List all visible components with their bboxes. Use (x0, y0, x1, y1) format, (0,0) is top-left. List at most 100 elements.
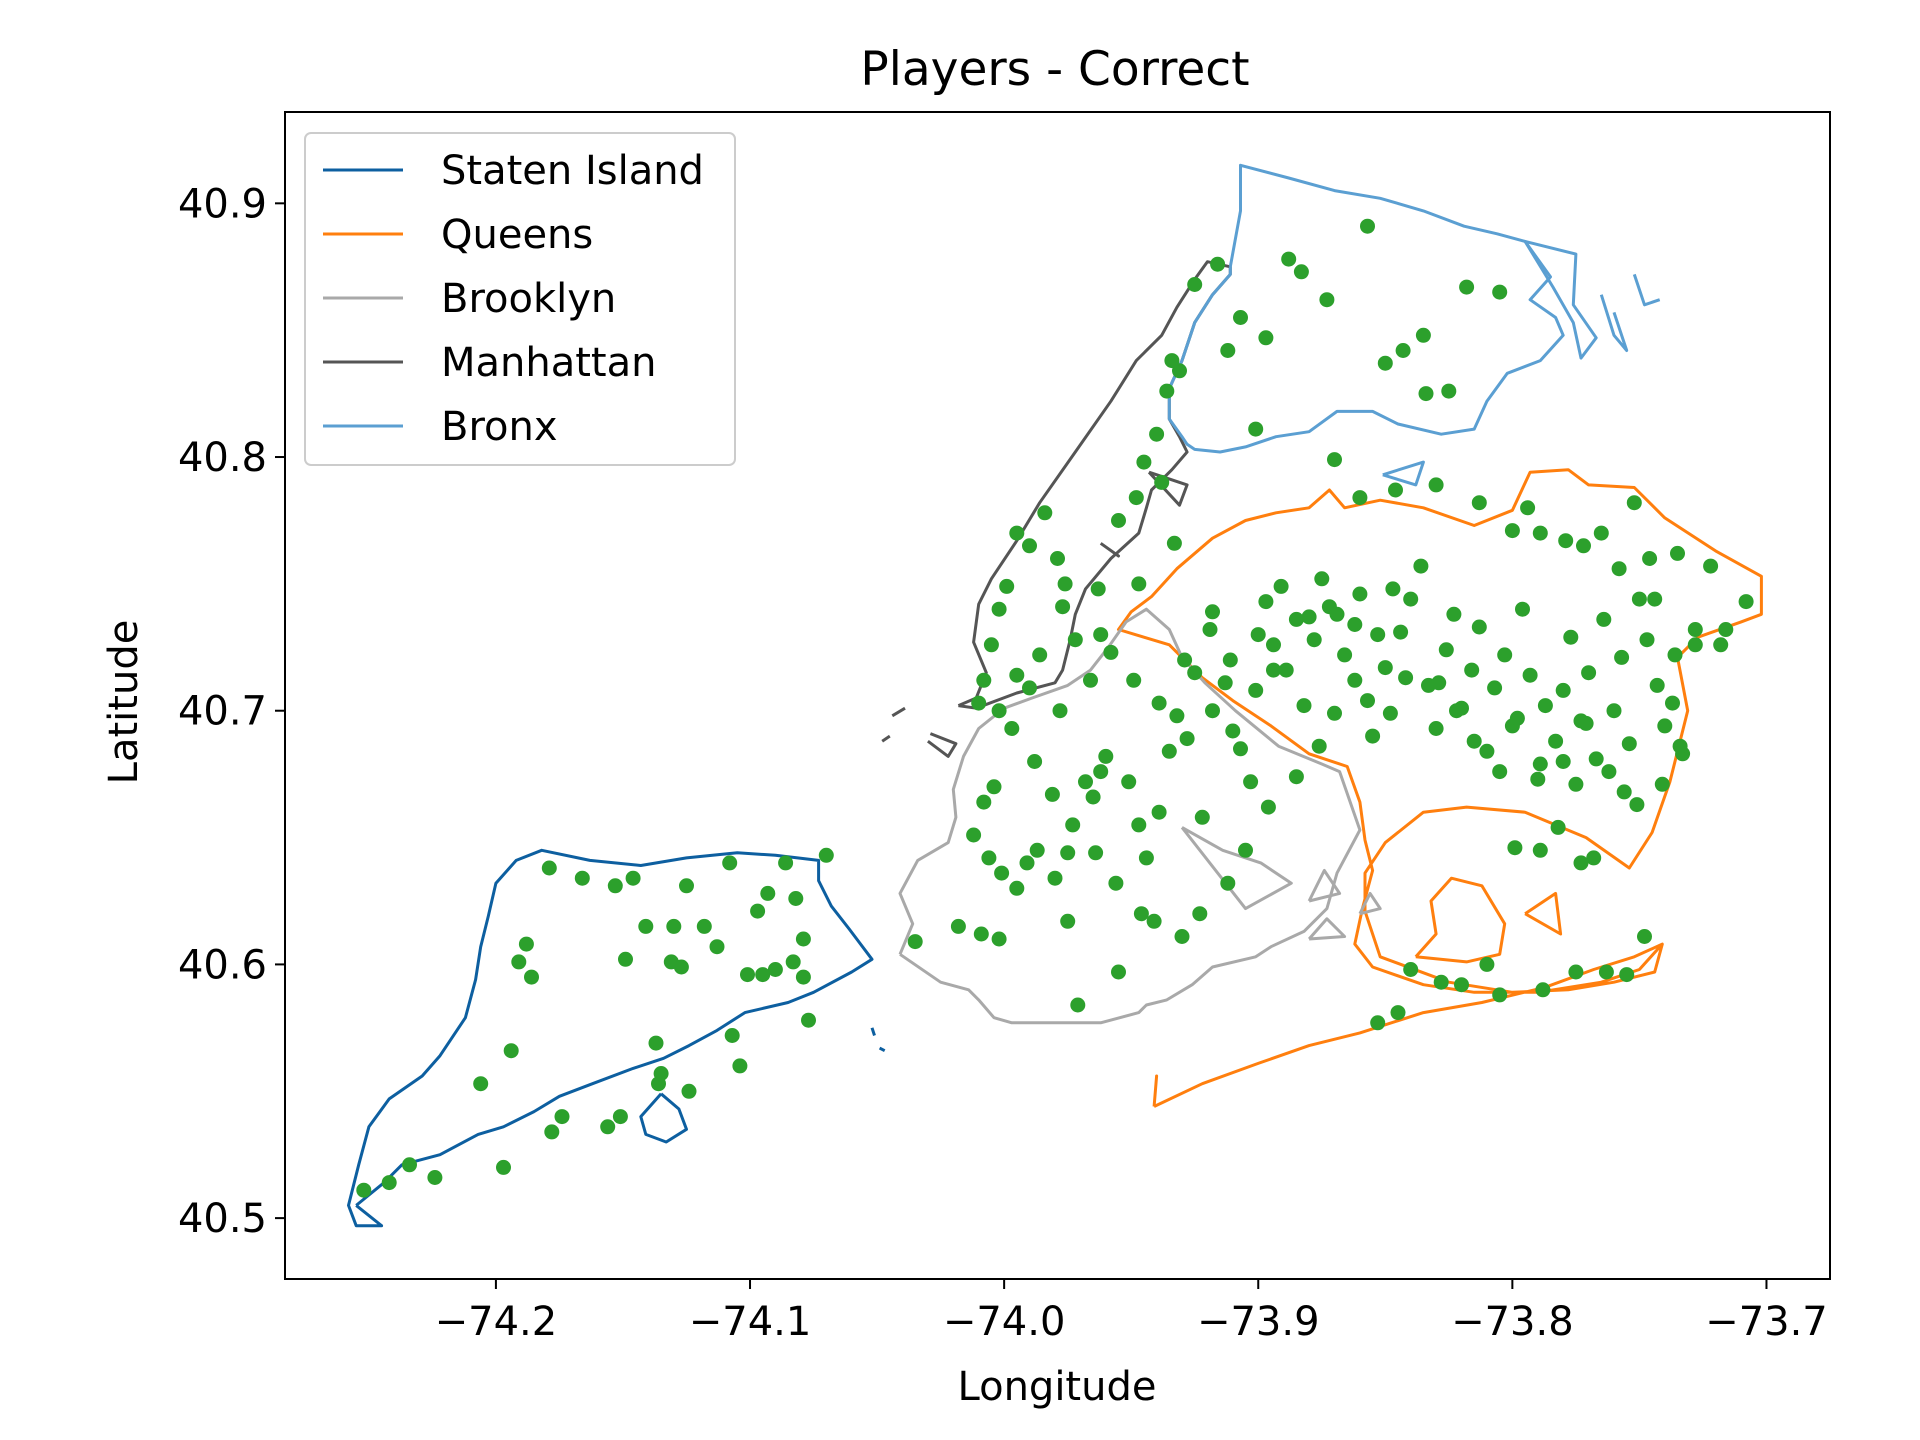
player-point (1067, 632, 1083, 648)
player-point (1050, 551, 1065, 566)
player-point (1398, 670, 1414, 686)
player-point (971, 695, 987, 711)
player-point (1385, 581, 1401, 597)
player-point (1057, 576, 1073, 592)
player-point (1647, 591, 1663, 607)
player-point (1225, 723, 1241, 739)
staten-island-outline-0 (347, 848, 874, 1228)
player-point (1626, 495, 1642, 511)
player-point (767, 962, 783, 977)
player-point (1319, 292, 1335, 308)
brooklyn-outline-0 (898, 607, 1362, 1025)
player-point (1621, 736, 1637, 752)
x-tick-label: −74.2 (435, 1299, 558, 1345)
player-point (1515, 601, 1530, 617)
player-point (1718, 622, 1734, 637)
player-point (1098, 748, 1114, 764)
player-point (1329, 606, 1345, 622)
brooklyn-outline-3 (1307, 869, 1342, 903)
y-axis: 40.5 40.6 40.7 40.8 40.9 (178, 181, 285, 1242)
player-point (991, 601, 1007, 617)
queens-outline-1 (1152, 1074, 1159, 1107)
player-point (1418, 386, 1434, 402)
player-point (1670, 545, 1685, 561)
player-point (1220, 343, 1236, 358)
player-point (1037, 505, 1053, 521)
player-point (1060, 913, 1076, 929)
player-point (1029, 842, 1045, 858)
player-point (600, 1119, 616, 1135)
player-point (1492, 987, 1508, 1003)
queens-outline-3 (1524, 891, 1563, 936)
player-point (1103, 644, 1119, 660)
player-point (1713, 637, 1729, 653)
y-tick-label: 40.6 (178, 942, 267, 988)
player-point (524, 969, 539, 985)
player-point (1522, 667, 1538, 683)
player-point (1532, 842, 1548, 858)
player-point (1166, 535, 1182, 551)
player-point (755, 967, 771, 983)
player-point (1377, 355, 1393, 371)
brooklyn-outline-2 (1307, 917, 1347, 941)
player-point (1248, 421, 1264, 437)
manhattan-outline-2 (1099, 542, 1120, 558)
player-point (1454, 977, 1469, 993)
player-point (1179, 731, 1195, 747)
player-point (503, 1043, 519, 1059)
player-point (427, 1170, 443, 1185)
player-point (1438, 642, 1454, 658)
legend-label-staten-island: Staten Island (441, 148, 704, 194)
player-point (1578, 715, 1594, 731)
player-point (1431, 675, 1447, 691)
player-point (1466, 733, 1482, 749)
player-point (1151, 695, 1167, 711)
player-points (356, 218, 1754, 1198)
player-point (1654, 776, 1670, 792)
legend: Staten Island Queens Brooklyn Manhattan Bron… (304, 132, 736, 466)
player-point (1667, 647, 1683, 663)
player-point (356, 1182, 372, 1198)
player-point (1433, 974, 1449, 990)
player-point (1111, 513, 1126, 528)
bronx-outline-2 (1599, 294, 1629, 352)
player-point (1415, 327, 1431, 343)
player-point (1009, 667, 1025, 683)
player-point (681, 1083, 697, 1099)
player-point (1581, 665, 1597, 681)
player-point (1022, 680, 1037, 696)
player-point (1085, 789, 1101, 805)
player-point (1088, 845, 1104, 861)
player-point (1187, 665, 1203, 681)
player-point (991, 931, 1007, 947)
player-point (722, 855, 738, 871)
player-point (1126, 672, 1142, 688)
x-tick-label: −74.0 (943, 1299, 1066, 1345)
player-point (1619, 967, 1635, 983)
player-point (1537, 698, 1553, 714)
player-point (1576, 538, 1591, 554)
player-point (1555, 754, 1571, 769)
player-point (1573, 855, 1589, 871)
player-point (1614, 649, 1630, 665)
player-point (1327, 705, 1342, 721)
player-point (1210, 256, 1226, 272)
player-point (1520, 500, 1536, 516)
player-point (1377, 660, 1393, 676)
player-point (818, 847, 834, 863)
manhattan-outline-5 (881, 734, 891, 743)
player-point (1083, 672, 1098, 688)
player-point (1471, 495, 1487, 511)
player-point (1657, 718, 1673, 734)
player-point (1093, 764, 1109, 780)
player-point (1187, 277, 1203, 292)
player-point (801, 1012, 816, 1028)
player-point (1138, 850, 1154, 866)
player-point (1133, 906, 1149, 922)
player-point (1288, 611, 1304, 627)
player-point (1131, 576, 1147, 592)
player-point (1563, 629, 1579, 645)
player-point (1390, 1005, 1406, 1021)
staten-island-outline-3 (878, 1046, 886, 1053)
